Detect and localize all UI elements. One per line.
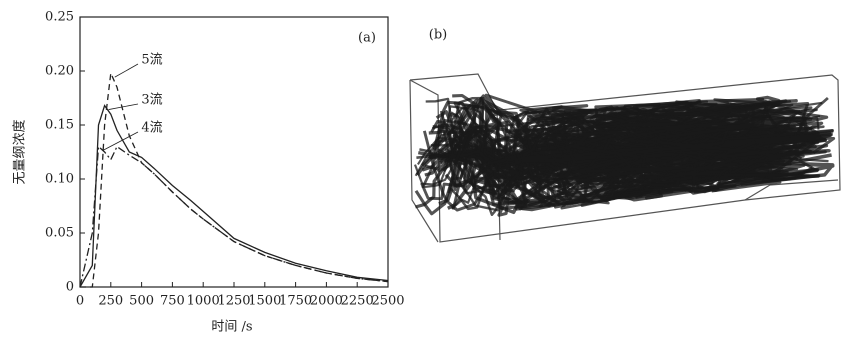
y-tick-label: 0.25	[45, 10, 74, 25]
y-tick-label: 0.20	[45, 64, 74, 79]
x-tick-label: 1750	[279, 294, 312, 309]
plot-frame	[80, 17, 388, 287]
x-tick-label: 1250	[217, 294, 250, 309]
x-tick-label: 750	[160, 294, 185, 309]
x-tick-label: 500	[129, 294, 154, 309]
series-line	[80, 106, 388, 287]
series-line	[80, 147, 388, 287]
series-label: 3流	[141, 93, 162, 108]
series-line	[80, 73, 388, 287]
panel-label: (b)	[429, 28, 447, 43]
panel-label: (a)	[358, 31, 376, 46]
y-axis-label: 无量纲浓度	[12, 119, 28, 184]
label-arrow	[115, 64, 138, 77]
figure: (a) 时间 /s 无量纲浓度 (b) 0 0.05 0.10 0.15 0.20 0.2…	[0, 0, 854, 343]
y-tick-label: 0.15	[45, 118, 74, 133]
series-label: 5流	[141, 53, 162, 68]
y-tick-label: 0.10	[45, 172, 74, 187]
x-axis-label: 时间 /s	[211, 320, 252, 335]
x-tick-label: 2250	[341, 294, 374, 309]
x-tick-label: 1500	[248, 294, 281, 309]
x-tick-label: 250	[98, 294, 123, 309]
label-arrow	[109, 104, 138, 110]
x-tick-label: 1000	[187, 294, 220, 309]
y-tick-label: 0.05	[45, 226, 74, 241]
series-label: 4流	[141, 121, 162, 136]
x-tick-label: 2000	[310, 294, 343, 309]
x-tick-label: 2500	[371, 294, 404, 309]
y-tick-label: 0	[66, 280, 74, 295]
x-tick-label: 0	[76, 294, 84, 309]
